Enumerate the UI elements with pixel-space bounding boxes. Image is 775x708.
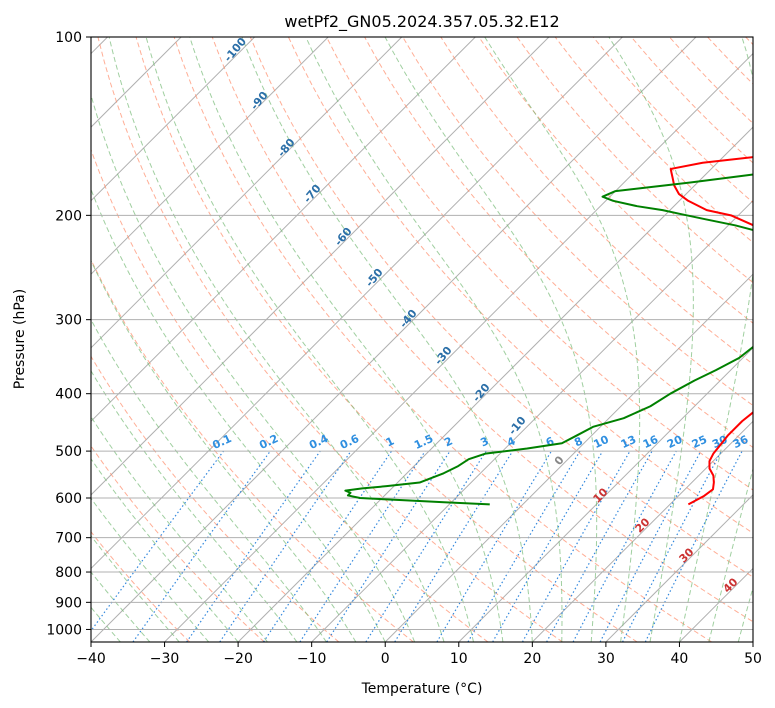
dry-adiabat-line [135,37,638,642]
mixing-ratio-line [326,450,451,642]
dry-adiabat-line [97,37,563,642]
isotherm-line [605,494,753,642]
isotherm-lines [91,37,753,642]
dry-adiabat-line [516,37,753,284]
mixing-ratio-line [644,450,743,642]
mixing-ratio-line [521,450,631,642]
x-tick-label: 10 [450,651,468,667]
moist-adiabat-line [108,37,445,642]
moist-adiabat-line [91,259,357,642]
isotherm-line [752,641,753,642]
dry-adiabat-line [91,148,489,642]
isotherm-line [91,37,329,275]
moist-adiabat-line [145,37,474,642]
isotherm-line [164,52,753,642]
mixing-ratio-label: 36 [731,433,751,451]
isotherm-line [91,37,403,349]
mixing-ratio-line [132,450,271,642]
isotherm-line [91,37,256,202]
dry-adiabat-line [91,355,340,642]
mixing-ratio-lines [91,450,743,642]
temperature-profile [669,156,753,506]
dry-adiabat-line [402,37,753,407]
moist-adiabat-line [708,467,753,642]
isotherm-line [91,37,476,423]
x-tick-label: −40 [76,651,106,667]
dry-adiabat-line [326,37,753,491]
dewpoint-profile [344,173,753,506]
dry-adiabat-line [211,37,753,623]
y-tick-label: 400 [55,387,82,403]
mixing-ratio-label: 16 [641,433,661,451]
isotherm-line [91,37,623,570]
moist-adiabat-line [678,37,753,642]
mixing-ratio-line [186,450,321,642]
y-tick-label: 500 [55,444,82,460]
isotherm-line [91,37,697,642]
moist-adiabat-line [484,37,641,642]
mixing-ratio-line [546,450,653,642]
mixing-ratio-label: 20 [665,433,685,451]
isotherm-line [91,37,550,496]
moist-adiabat-lines [91,37,753,642]
dry-adiabat-line [173,37,713,642]
dry-adiabat-line [91,531,191,642]
mixing-ratio-line [299,450,426,642]
x-tick-label: −10 [297,651,327,667]
x-axis-label: Temperature (°C) [361,681,483,697]
mixing-ratio-label: 10 [591,433,611,451]
y-tick-label: 800 [55,565,82,581]
isotherm-line [237,126,753,642]
dry-adiabat-line [249,37,753,578]
y-tick-label: 600 [55,491,82,507]
dry-adiabat-line [478,37,753,324]
y-tick-label: 200 [55,208,82,224]
y-tick-label: 900 [55,595,82,611]
dry-adiabat-lines [91,37,753,642]
x-tick-label: 0 [381,651,390,667]
moist-adiabat-line [384,37,598,642]
x-axis: −40 −30 −20 −10 0 10 20 30 40 50 [76,642,762,667]
y-tick-label: 700 [55,531,82,547]
y-tick-label: 1000 [46,622,82,638]
mixing-ratio-line [91,450,225,632]
moist-adiabat-line [737,585,753,642]
moist-adiabat-line [91,415,268,642]
dry-adiabat-line [91,445,265,642]
dry-adiabat-line [91,258,414,642]
moist-adiabat-line [91,188,386,642]
mixing-ratio-line [572,450,677,642]
plot-background [91,37,753,642]
mixing-ratio-label: 30 [710,433,730,451]
mixing-ratio-line [219,450,352,642]
x-tick-label: −20 [223,651,253,667]
x-tick-label: 50 [744,651,762,667]
plot-frame [90,36,754,643]
mixing-ratio-line [263,450,393,642]
isobar-lines [91,37,753,630]
y-tick-label: 100 [55,30,82,46]
x-tick-label: 30 [597,651,615,667]
mixing-ratio-line [394,450,514,642]
x-tick-label: −30 [150,651,180,667]
moist-adiabat-line [241,37,533,642]
chart-title: wetPf2_GN05.2024.357.05.32.E12 [284,12,559,32]
moist-adiabat-line [91,458,239,642]
sounding-profiles [344,156,753,506]
y-axis: 100 200 300 400 500 600 700 800 900 1000 [46,30,91,638]
mixing-ratio-label: 13 [619,433,638,451]
isotherm-line [384,273,753,642]
moist-adiabat-line [305,37,563,642]
moist-adiabat-line [91,318,327,642]
mixing-ratio-label: 25 [690,433,709,451]
isotherm-line [458,347,753,642]
x-tick-label: 20 [523,651,541,667]
isotherm-line [531,420,753,642]
moist-adiabat-line [608,37,694,642]
moist-adiabat-line [189,37,504,642]
x-tick-label: 40 [671,651,689,667]
y-tick-label: 300 [55,313,82,329]
y-axis-label: Pressure (hPa) [12,289,28,389]
